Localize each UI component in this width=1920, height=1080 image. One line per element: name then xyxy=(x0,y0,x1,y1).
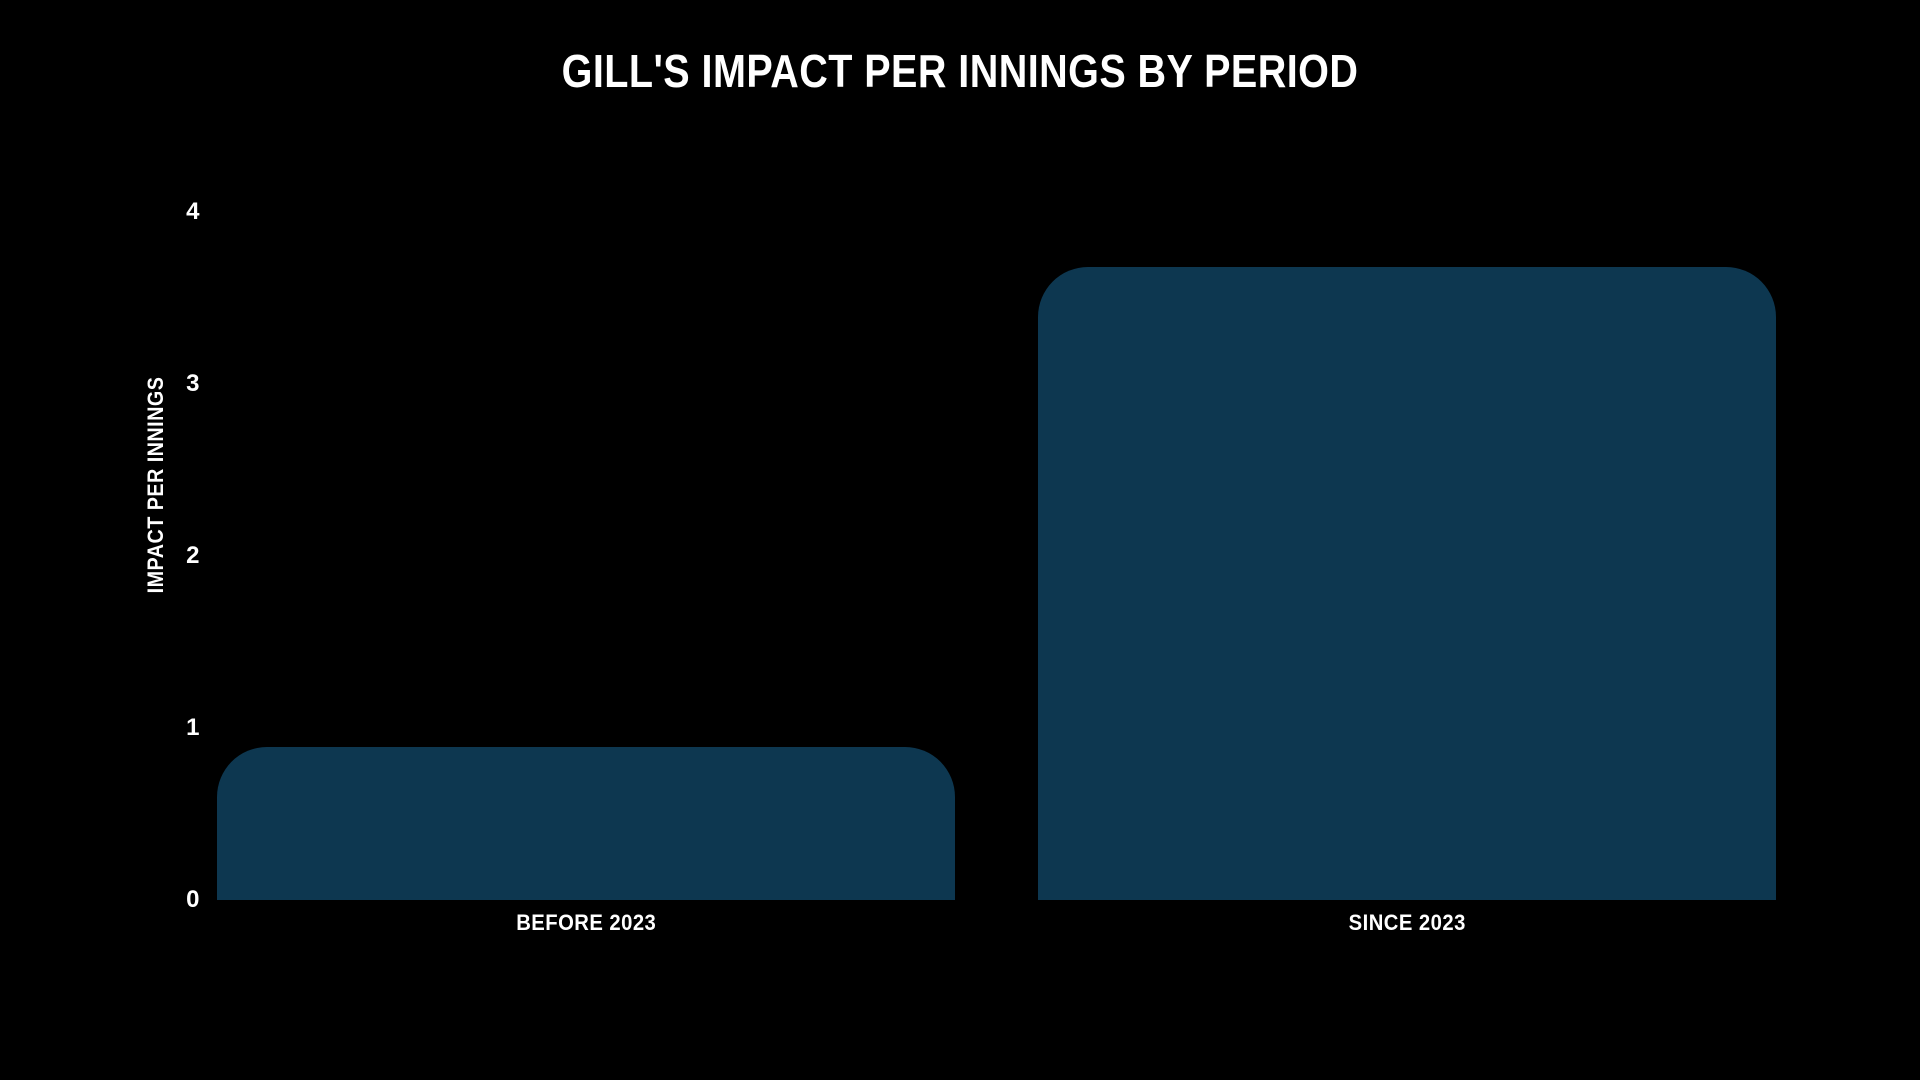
y-tick-label: 2 xyxy=(186,542,200,569)
y-tick-label: 3 xyxy=(186,370,200,397)
y-tick-label: 4 xyxy=(186,198,200,225)
y-axis-tick-labels: 0 1 2 3 4 xyxy=(0,200,200,912)
bar-slot xyxy=(176,212,997,900)
bar-since-2023 xyxy=(1037,267,1776,900)
y-tick-label: 1 xyxy=(186,714,200,741)
bar-before-2023 xyxy=(217,746,956,900)
bar-slot xyxy=(997,212,1818,900)
plot-area xyxy=(176,212,1817,900)
y-tick-label: 0 xyxy=(186,886,200,913)
x-axis-labels: BEFORE 2023 SINCE 2023 xyxy=(176,910,1817,936)
chart-title: GILL'S IMPACT PER INNINGS BY PERIOD xyxy=(561,45,1359,97)
x-axis-label: SINCE 2023 xyxy=(1348,910,1466,935)
x-axis-label: BEFORE 2023 xyxy=(516,910,657,935)
